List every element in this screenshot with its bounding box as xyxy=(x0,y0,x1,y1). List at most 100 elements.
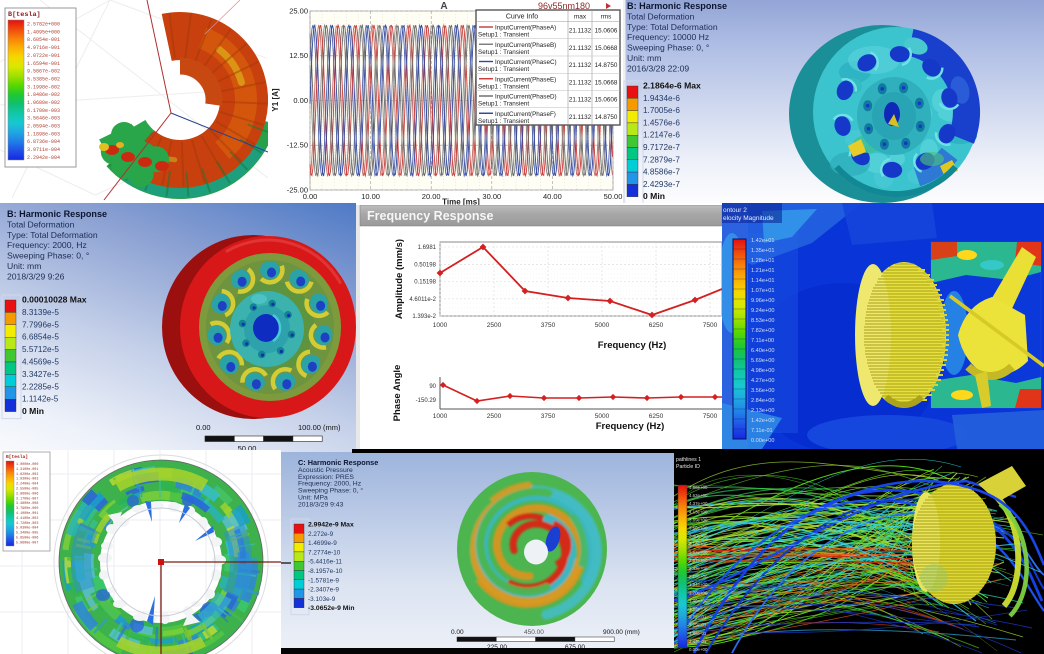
svg-text:1.0680e-002: 1.0680e-002 xyxy=(27,100,60,106)
svg-text:InputCurrent(PhaseF): InputCurrent(PhaseF) xyxy=(495,111,556,118)
svg-text:1.14e+01: 1.14e+01 xyxy=(751,278,775,284)
svg-text:1.07e+01: 1.07e+01 xyxy=(751,288,775,294)
svg-text:7.7996e-5: 7.7996e-5 xyxy=(22,320,59,329)
svg-text:3.56e+00: 3.56e+00 xyxy=(751,388,775,394)
svg-text:1.9300e-003: 1.9300e-003 xyxy=(16,478,38,482)
svg-text:15.0606: 15.0606 xyxy=(595,97,618,104)
svg-text:Amplitude (mm/s): Amplitude (mm/s) xyxy=(394,239,405,319)
svg-text:14.8750: 14.8750 xyxy=(595,114,618,121)
svg-text:Phase Angle: Phase Angle xyxy=(392,365,403,422)
svg-text:225.00: 225.00 xyxy=(487,644,507,651)
svg-text:Setup1 : Transient: Setup1 : Transient xyxy=(478,66,529,73)
svg-text:21.1132: 21.1132 xyxy=(569,62,592,69)
svg-text:ontour 2: ontour 2 xyxy=(723,207,747,214)
svg-text:Particle ID: Particle ID xyxy=(676,464,700,470)
svg-text:-1.5781e-9: -1.5781e-9 xyxy=(308,577,339,584)
svg-text:max: max xyxy=(574,14,587,21)
svg-text:3.9711e-004: 3.9711e-004 xyxy=(27,147,60,153)
svg-text:3.65e+00: 3.65e+00 xyxy=(689,526,708,531)
svg-text:Sweeping Phase: 0, °: Sweeping Phase: 0, ° xyxy=(7,251,89,261)
svg-text:rms: rms xyxy=(601,14,613,21)
svg-text:3750: 3750 xyxy=(541,413,556,420)
svg-text:1.1142e-5: 1.1142e-5 xyxy=(22,395,59,404)
svg-text:Acoustic Pressure: Acoustic Pressure xyxy=(298,467,353,474)
svg-text:Frequency (Hz): Frequency (Hz) xyxy=(596,421,665,432)
svg-text:2.13e+00: 2.13e+00 xyxy=(751,408,775,414)
svg-text:0.00: 0.00 xyxy=(196,423,211,432)
svg-text:1.1898e-003: 1.1898e-003 xyxy=(27,131,60,137)
svg-text:0 Min: 0 Min xyxy=(22,406,44,416)
svg-text:Setup1 : Transient: Setup1 : Transient xyxy=(478,118,529,125)
svg-text:15.0668: 15.0668 xyxy=(595,45,618,52)
svg-text:Sweeping Phase: 0, °: Sweeping Phase: 0, ° xyxy=(627,43,709,53)
svg-text:21.1132: 21.1132 xyxy=(569,28,592,35)
svg-text:4.9716e-001: 4.9716e-001 xyxy=(27,45,60,51)
svg-text:4.4100e-002: 4.4100e-002 xyxy=(16,517,38,521)
svg-text:2.5782e+000: 2.5782e+000 xyxy=(27,22,60,28)
svg-text:elocity Magnitude: elocity Magnitude xyxy=(723,215,774,222)
svg-text:4.4569e-5: 4.4569e-5 xyxy=(22,358,59,367)
svg-text:4.13e+00: 4.13e+00 xyxy=(689,509,708,514)
svg-text:2.5500e-005: 2.5500e-005 xyxy=(16,488,38,492)
svg-text:1.6594e-001: 1.6594e-001 xyxy=(27,61,60,67)
svg-text:Setup1 : Transient: Setup1 : Transient xyxy=(478,49,529,56)
svg-text:3.7900e-000: 3.7900e-000 xyxy=(16,507,38,511)
svg-text:9.7172e-7: 9.7172e-7 xyxy=(643,143,680,152)
svg-text:1.22e+00: 1.22e+00 xyxy=(689,607,708,612)
svg-text:50.00: 50.00 xyxy=(604,192,623,201)
svg-text:2.19e+00: 2.19e+00 xyxy=(689,574,708,579)
svg-text:A: A xyxy=(440,1,447,12)
svg-text:3.40e+00: 3.40e+00 xyxy=(689,534,708,539)
svg-text:7.2879e-7: 7.2879e-7 xyxy=(643,155,680,164)
svg-text:3.1998e-002: 3.1998e-002 xyxy=(27,84,60,90)
svg-text:1.6981: 1.6981 xyxy=(418,245,437,251)
svg-text:8.3139e-5: 8.3139e-5 xyxy=(22,308,59,317)
svg-text:9.24e+00: 9.24e+00 xyxy=(751,308,775,314)
svg-text:-5.4416e-11: -5.4416e-11 xyxy=(308,559,342,566)
svg-text:1.7005e-6: 1.7005e-6 xyxy=(643,106,680,115)
svg-text:6250: 6250 xyxy=(649,413,664,420)
svg-text:21.1132: 21.1132 xyxy=(569,79,592,86)
svg-text:2.9942e-9 Max: 2.9942e-9 Max xyxy=(308,522,354,529)
svg-text:7.11e-01: 7.11e-01 xyxy=(751,428,773,434)
svg-text:2.2285e-5: 2.2285e-5 xyxy=(22,382,59,391)
svg-text:1.8486e-002: 1.8486e-002 xyxy=(27,92,60,98)
svg-text:5000: 5000 xyxy=(595,413,610,420)
svg-text:2.2400e-004: 2.2400e-004 xyxy=(16,483,38,487)
svg-text:-3.0652e-9 Min: -3.0652e-9 Min xyxy=(308,605,354,612)
svg-text:2016/3/28 22:09: 2016/3/28 22:09 xyxy=(627,63,689,73)
svg-text:Time [ms]: Time [ms] xyxy=(442,198,480,206)
svg-text:9.96e+00: 9.96e+00 xyxy=(751,298,775,304)
svg-text:InputCurrent(PhaseA): InputCurrent(PhaseA) xyxy=(495,25,556,32)
svg-text:6.6854e-5: 6.6854e-5 xyxy=(22,333,59,342)
svg-text:Setup1 : Transient: Setup1 : Transient xyxy=(478,32,529,39)
svg-text:pathlines 1: pathlines 1 xyxy=(676,457,701,463)
svg-text:2500: 2500 xyxy=(487,413,502,420)
svg-text:Frequency: 10000 Hz: Frequency: 10000 Hz xyxy=(627,32,709,42)
svg-text:Frequency (Hz): Frequency (Hz) xyxy=(598,340,667,351)
svg-text:0 Min: 0 Min xyxy=(643,191,665,201)
svg-text:2.1864e-6 Max: 2.1864e-6 Max xyxy=(643,81,701,91)
svg-text:InputCurrent(PhaseD): InputCurrent(PhaseD) xyxy=(495,94,557,101)
svg-text:4.1000e-001: 4.1000e-001 xyxy=(16,512,38,516)
svg-text:21.1132: 21.1132 xyxy=(569,114,592,121)
svg-text:Total Deformation: Total Deformation xyxy=(627,11,695,21)
svg-text:4.6011e-2: 4.6011e-2 xyxy=(409,297,436,303)
svg-text:50.00: 50.00 xyxy=(238,444,257,452)
svg-text:3.1700e-007: 3.1700e-007 xyxy=(16,497,38,501)
svg-text:0.00: 0.00 xyxy=(293,96,308,105)
svg-text:1.35e+01: 1.35e+01 xyxy=(751,248,775,254)
svg-text:20.00: 20.00 xyxy=(422,192,441,201)
svg-text:7500: 7500 xyxy=(703,322,718,329)
svg-text:2.84e+00: 2.84e+00 xyxy=(751,398,775,404)
svg-text:1.0000e-000: 1.0000e-000 xyxy=(16,463,38,467)
svg-text:8.53e+00: 8.53e+00 xyxy=(751,318,775,324)
svg-text:Frequency: 2000, Hz: Frequency: 2000, Hz xyxy=(298,481,362,488)
svg-text:0.00: 0.00 xyxy=(303,192,318,201)
svg-text:14.8750: 14.8750 xyxy=(595,62,618,69)
svg-text:3.16e+00: 3.16e+00 xyxy=(689,542,708,547)
svg-text:5.0300e-004: 5.0300e-004 xyxy=(16,527,38,531)
svg-text:7.29e-01: 7.29e-01 xyxy=(689,623,707,628)
svg-text:7.82e+00: 7.82e+00 xyxy=(751,328,775,334)
svg-text:30.00: 30.00 xyxy=(482,192,501,201)
